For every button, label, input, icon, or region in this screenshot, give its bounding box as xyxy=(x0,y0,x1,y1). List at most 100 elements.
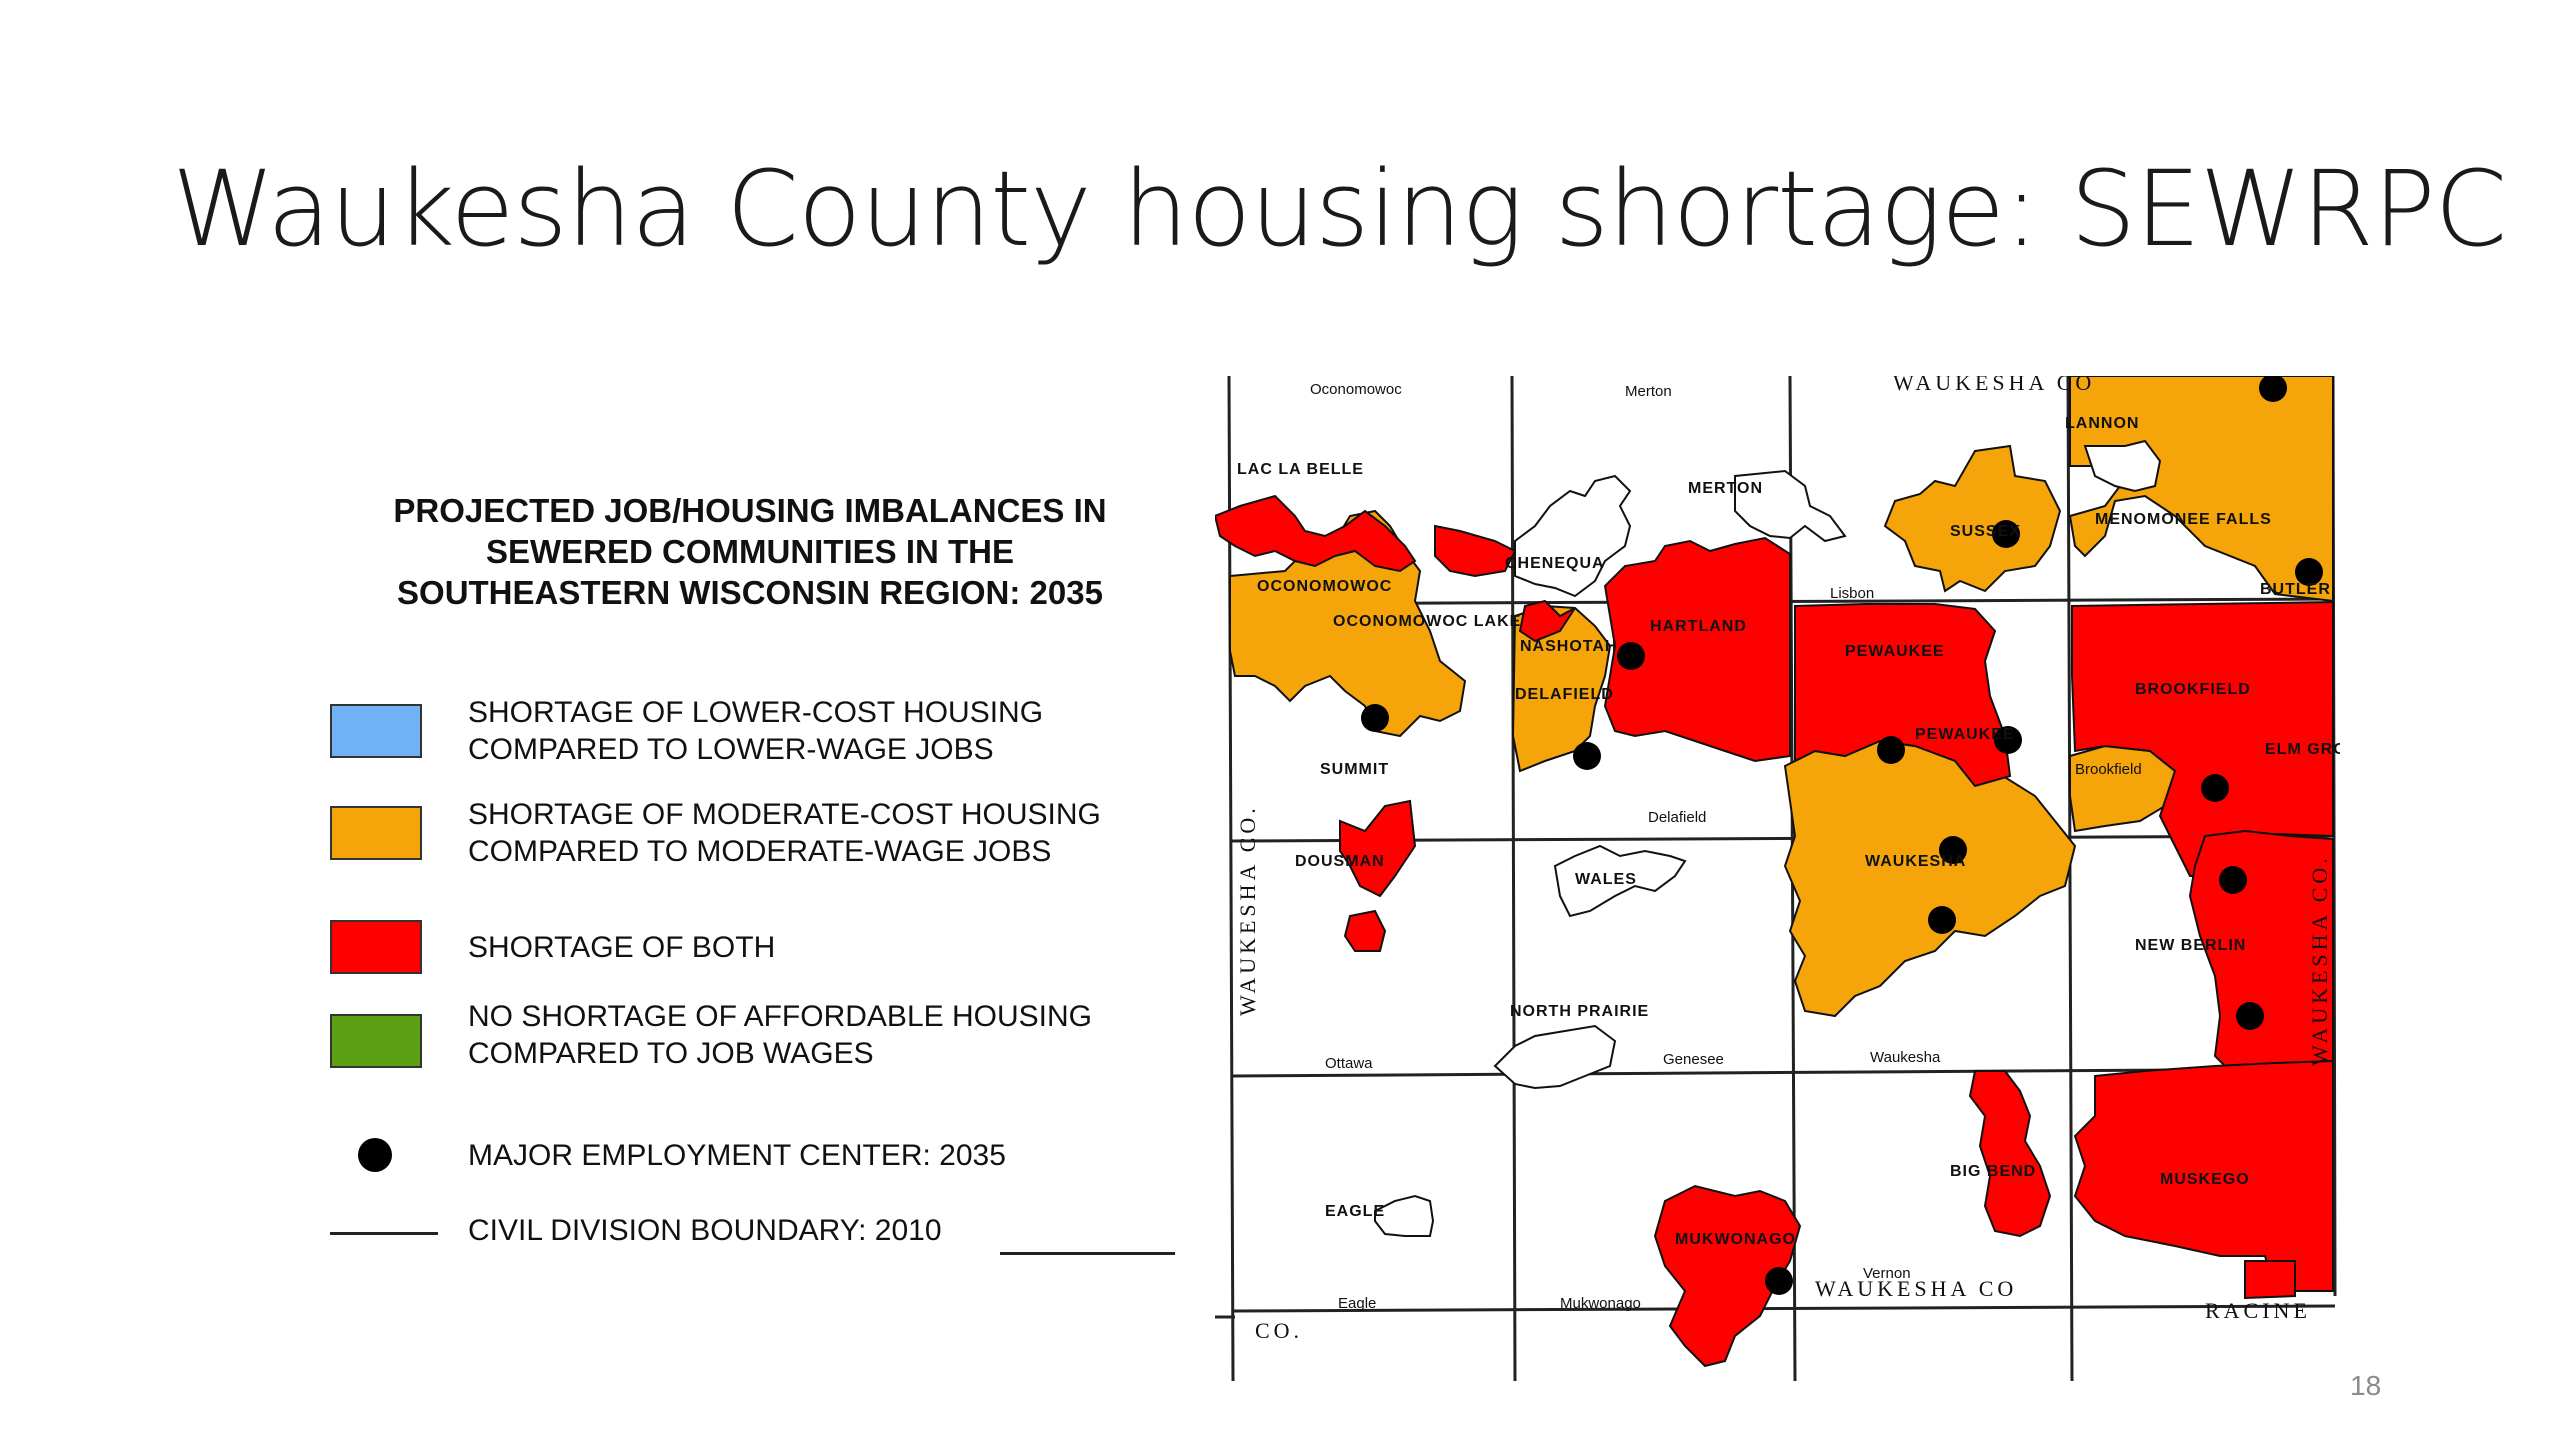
region-nashotah xyxy=(1434,524,1517,578)
employment-center-dot xyxy=(1877,736,1905,764)
county-label-right: WAUKESHA CO. xyxy=(2307,854,2332,1066)
place-label: MENOMONEE FALLS xyxy=(2095,511,2272,528)
county-label-left: WAUKESHA CO. xyxy=(1235,804,1260,1016)
legend-label: MAJOR EMPLOYMENT CENTER: 2035 xyxy=(468,1137,1006,1174)
place-label: BROOKFIELD xyxy=(2135,681,2251,698)
employment-center-dot xyxy=(2219,866,2247,894)
employment-center-dot xyxy=(1939,836,1967,864)
legend-label-line: SHORTAGE OF BOTH xyxy=(468,931,776,964)
both-shortage-areas xyxy=(1215,494,2334,1368)
place-label: MUKWONAGO xyxy=(1675,1231,1796,1248)
region-chenequa xyxy=(1514,474,1632,598)
region-lannon-white xyxy=(2083,439,2162,493)
legend-title-line: SEWERED COMMUNITIES IN THE xyxy=(485,533,1015,570)
legend-label: SHORTAGE OF LOWER-COST HOUSING COMPARED … xyxy=(468,694,1043,768)
place-label: Mukwonago xyxy=(1560,1295,1641,1312)
place-label: WAUKESHA xyxy=(1865,853,1966,870)
boundary-line-icon xyxy=(330,1232,438,1235)
page-number: 18 xyxy=(2350,1370,2382,1401)
region-sussex xyxy=(1883,444,2062,593)
employment-center-dot xyxy=(1994,726,2022,754)
place-label: BUTLER xyxy=(2260,581,2331,598)
place-label: LANNON xyxy=(2065,415,2139,432)
place-label: Vernon xyxy=(1863,1265,1911,1282)
county-label-bottom: WAUKESHA CO xyxy=(1815,1276,2017,1301)
region-lac-la-belle xyxy=(1215,494,1417,573)
employment-center-dot-icon xyxy=(358,1138,392,1172)
place-label: Merton xyxy=(1625,383,1672,400)
legend-swatch-blue xyxy=(330,704,422,758)
place-label: Waukesha xyxy=(1870,1049,1941,1066)
place-label: MUSKEGO xyxy=(2160,1171,2250,1188)
region-muskego xyxy=(2073,1059,2334,1292)
region-eagle xyxy=(1374,1194,1435,1237)
place-label: Ottawa xyxy=(1325,1055,1373,1072)
region-pewaukee-city xyxy=(1794,603,2012,788)
place-label: SUSSEX xyxy=(1950,523,2021,540)
place-label: DELAFIELD xyxy=(1515,686,1614,703)
legend-swatch-green xyxy=(330,1014,422,1068)
region-wales xyxy=(1553,844,1687,918)
legend-label: CIVIL DIVISION BOUNDARY: 2010 xyxy=(468,1212,942,1249)
county-label-top: WAUKESHA CO xyxy=(1893,376,2095,395)
place-label: ELM GROVE xyxy=(2265,741,2340,758)
region-brookfield xyxy=(2071,600,2334,877)
place-label: EAGLE xyxy=(1325,1203,1385,1220)
legend-label: NO SHORTAGE OF AFFORDABLE HOUSING COMPAR… xyxy=(468,998,1092,1072)
legend-label: SHORTAGE OF MODERATE-COST HOUSING COMPAR… xyxy=(468,796,1101,870)
employment-center-dot xyxy=(1765,1267,1793,1295)
legend-label-line: MAJOR EMPLOYMENT CENTER: 2035 xyxy=(468,1139,1006,1172)
employment-center-dot xyxy=(1928,906,1956,934)
place-label: BIG BEND xyxy=(1950,1163,2036,1180)
county-label-bottom-right: RACINE xyxy=(2205,1298,2311,1323)
place-label: OCONOMOWOC LAKE xyxy=(1333,613,1521,630)
place-label: DOUSMAN xyxy=(1295,853,1385,870)
region-north-prairie xyxy=(1493,1024,1617,1090)
place-label: Delafield xyxy=(1648,809,1706,826)
region-waukesha xyxy=(1783,739,2077,1018)
place-label: Genesee xyxy=(1663,1051,1724,1068)
place-label: SUMMIT xyxy=(1320,761,1389,778)
legend-label-line: CIVIL DIVISION BOUNDARY: 2010 xyxy=(468,1214,942,1247)
employment-center-dot xyxy=(1361,704,1389,732)
place-label: Lisbon xyxy=(1830,585,1874,602)
legend-title-line: SOUTHEASTERN WISCONSIN REGION: 2035 xyxy=(397,574,1103,611)
boundary-line-fragment xyxy=(1000,1252,1175,1255)
legend-title: PROJECTED JOB/HOUSING IMBALANCES IN SEWE… xyxy=(320,490,1180,613)
place-label: OCONOMOWOC xyxy=(1257,578,1392,595)
legend-swatch-red xyxy=(330,920,422,974)
employment-center-dot xyxy=(2295,558,2323,586)
legend-label-line: SHORTAGE OF MODERATE-COST HOUSING xyxy=(468,798,1101,831)
region-big-bend xyxy=(1968,1070,2052,1238)
region-menomonee-falls xyxy=(2068,376,2334,603)
legend-title-line: PROJECTED JOB/HOUSING IMBALANCES IN xyxy=(393,492,1107,529)
region-merton xyxy=(1734,469,1847,543)
employment-center-dot xyxy=(1573,742,1601,770)
place-label: Oconomowoc xyxy=(1310,381,1402,398)
place-label: NEW BERLIN xyxy=(2135,937,2246,954)
place-label: NORTH PRAIRIE xyxy=(1510,1003,1649,1020)
unshaded-municipalities xyxy=(1374,439,2162,1237)
county-label-bottom-left: CO. xyxy=(1255,1318,1303,1343)
legend-label-line: COMPARED TO LOWER-WAGE JOBS xyxy=(468,733,994,766)
place-label: LAC LA BELLE xyxy=(1237,461,1364,478)
legend-label-line: NO SHORTAGE OF AFFORDABLE HOUSING xyxy=(468,1000,1092,1033)
employment-center-dot xyxy=(2259,376,2287,402)
waukesha-county-map: WAUKESHA CO WAUKESHA CO. WAUKESHA CO. WA… xyxy=(1215,376,2340,1382)
place-label: CHENEQUA xyxy=(1505,555,1605,572)
place-label: PEWAUKEE xyxy=(1845,643,1945,660)
map-labels: WAUKESHA CO WAUKESHA CO. WAUKESHA CO. WA… xyxy=(1235,376,2340,1343)
place-label: PEWAUKEE xyxy=(1915,726,2015,743)
employment-center-dot xyxy=(2236,1002,2264,1030)
region-pewaukee-north xyxy=(1603,536,1791,763)
region-hartland xyxy=(1518,599,1576,643)
employment-centers xyxy=(1361,376,2323,1295)
legend-label-line: SHORTAGE OF LOWER-COST HOUSING xyxy=(468,696,1044,729)
legend-label-line: COMPARED TO JOB WAGES xyxy=(468,1037,874,1070)
slide-title: Waukesha County housing shortage: SEWRPC xyxy=(172,148,2507,270)
place-label: Eagle xyxy=(1338,1295,1376,1312)
employment-center-dot xyxy=(1617,642,1645,670)
employment-center-dot xyxy=(1992,520,2020,548)
region-muskego-sw xyxy=(2244,1260,2296,1300)
legend-swatch-orange xyxy=(330,806,422,860)
